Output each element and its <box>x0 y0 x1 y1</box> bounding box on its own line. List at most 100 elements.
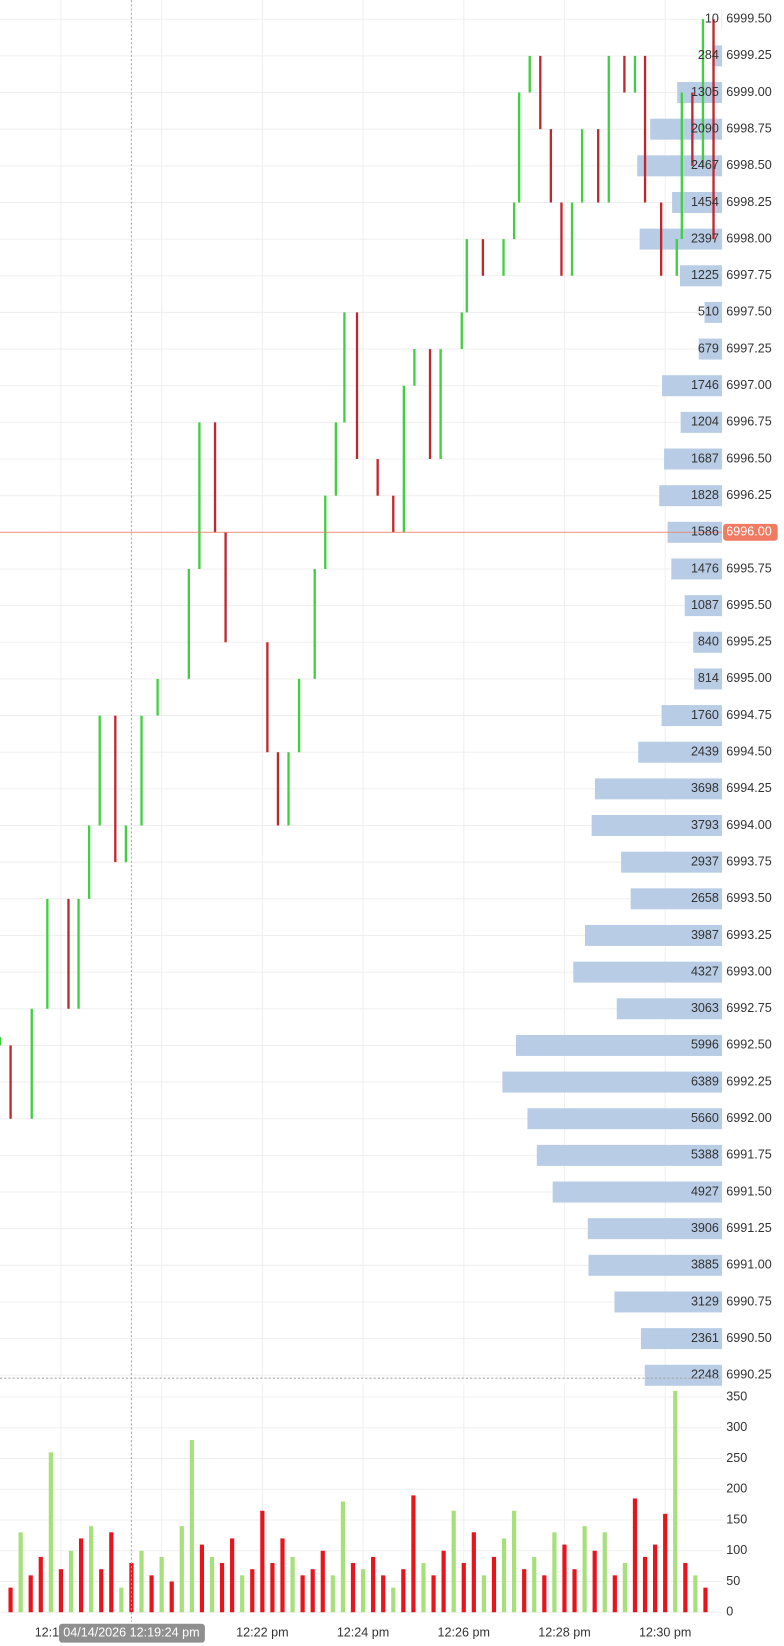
y-tick-label: 250 <box>726 1451 747 1465</box>
volume-bar <box>109 1532 114 1613</box>
volume-bar <box>481 1575 487 1613</box>
y-tick-label: 350 <box>726 1389 747 1403</box>
y-tick-label: 6992.75 <box>726 1001 771 1015</box>
y-tick-label: 6993.75 <box>726 855 771 869</box>
profile-bar <box>640 1328 723 1350</box>
profile-bar <box>637 155 723 177</box>
x-tick-label: 12:22 pm <box>236 1626 288 1640</box>
volume-bar <box>320 1550 325 1613</box>
volume-bar <box>653 1544 658 1613</box>
y-tick-label: 6993.00 <box>726 964 771 978</box>
y-tick-label: 6994.00 <box>726 818 771 832</box>
volume-bar <box>189 1440 194 1613</box>
volume-bar <box>250 1569 255 1613</box>
crosshair-box <box>59 1623 205 1643</box>
profile-label: 840 <box>698 635 719 649</box>
volume-bar <box>199 1544 205 1613</box>
profile-bar <box>650 118 723 140</box>
y-tick-label: 6991.50 <box>726 1184 771 1198</box>
profile-bar <box>552 1181 723 1203</box>
volume-bar <box>683 1563 688 1613</box>
profile-bar <box>677 82 723 104</box>
volume-bar <box>230 1538 235 1613</box>
volume-bar <box>431 1575 436 1613</box>
volume-bar <box>642 1556 648 1613</box>
profile-label: 2937 <box>691 855 719 869</box>
y-tick-label: 6997.75 <box>726 268 771 282</box>
profile-label: 1828 <box>691 488 719 502</box>
volume-bar <box>240 1575 245 1613</box>
volume-bar <box>78 1538 84 1613</box>
profile-bar <box>587 1218 723 1240</box>
profile-label: 1204 <box>691 415 719 429</box>
y-tick-label: 6995.75 <box>726 561 771 575</box>
y-tick-label: 6995.00 <box>726 671 771 685</box>
volume-bar <box>501 1538 507 1613</box>
profile-bar <box>591 815 723 837</box>
profile-bar <box>684 595 723 617</box>
volume-bar <box>290 1556 295 1613</box>
y-tick-label: 6992.00 <box>726 1111 771 1125</box>
y-tick-label: 6999.25 <box>726 48 771 62</box>
profile-bar <box>698 338 723 360</box>
profile-label: 3793 <box>691 818 719 832</box>
profile-bar <box>679 265 723 287</box>
y-tick-label: 6993.25 <box>726 928 771 942</box>
volume-bar <box>663 1513 668 1613</box>
volume-bar <box>360 1569 366 1613</box>
volume-bar <box>441 1550 446 1613</box>
y-tick-label: 6998.25 <box>726 195 771 209</box>
volume-bar <box>552 1532 557 1613</box>
y-tick-label: 6995.25 <box>726 635 771 649</box>
volume-bar <box>401 1569 406 1613</box>
profile-bar <box>662 375 723 397</box>
profile-bar <box>621 851 723 873</box>
volume-bar <box>260 1510 265 1613</box>
profile-bar <box>502 1071 723 1093</box>
profile-label: 5996 <box>691 1038 719 1052</box>
profile-bar <box>661 705 723 727</box>
profile-label: 3906 <box>691 1221 719 1235</box>
y-tick-label: 6990.25 <box>726 1368 771 1382</box>
volume-bar <box>169 1581 174 1613</box>
profile-bar <box>638 741 723 763</box>
volume-bar <box>350 1563 356 1613</box>
profile-label: 1746 <box>691 378 719 392</box>
y-tick-label: 150 <box>726 1512 747 1526</box>
profile-label: 2658 <box>691 891 719 905</box>
profile-label: 1305 <box>691 85 719 99</box>
profile-bar <box>680 411 723 433</box>
profile-label: 3987 <box>691 928 719 942</box>
x-tick-label: 12:24 pm <box>337 1626 389 1640</box>
profile-label: 2439 <box>691 745 719 759</box>
y-tick-label: 6997.00 <box>726 378 771 392</box>
volume-bar <box>512 1510 517 1613</box>
volume-bar <box>270 1563 275 1613</box>
y-tick-label: 6991.00 <box>726 1258 771 1272</box>
y-tick-label: 50 <box>726 1574 740 1588</box>
crosshair-label: 04/14/2026 12:19:24 pm <box>63 1626 199 1640</box>
volume-bar <box>381 1575 386 1613</box>
profile-bar <box>614 1291 723 1313</box>
volume-bar <box>340 1501 346 1613</box>
y-tick-label: 6991.25 <box>726 1221 771 1235</box>
y-tick-label: 6991.75 <box>726 1148 771 1162</box>
volume-bar <box>451 1510 456 1613</box>
volume-bar <box>411 1495 416 1613</box>
volume-bar <box>179 1526 184 1613</box>
last-price-box <box>723 523 778 541</box>
profile-bar <box>694 668 723 690</box>
volume-bar <box>280 1538 285 1613</box>
y-tick-label: 6998.75 <box>726 122 771 136</box>
volume-bar <box>542 1575 547 1613</box>
profile-bar <box>515 1034 723 1056</box>
profile-label: 3698 <box>691 781 719 795</box>
profile-bar <box>664 448 723 470</box>
y-tick-label: 6992.50 <box>726 1038 771 1052</box>
y-tick-label: 6990.50 <box>726 1331 771 1345</box>
volume-bar <box>159 1556 164 1613</box>
profile-label: 3885 <box>691 1258 719 1272</box>
volume-bar <box>89 1526 94 1613</box>
